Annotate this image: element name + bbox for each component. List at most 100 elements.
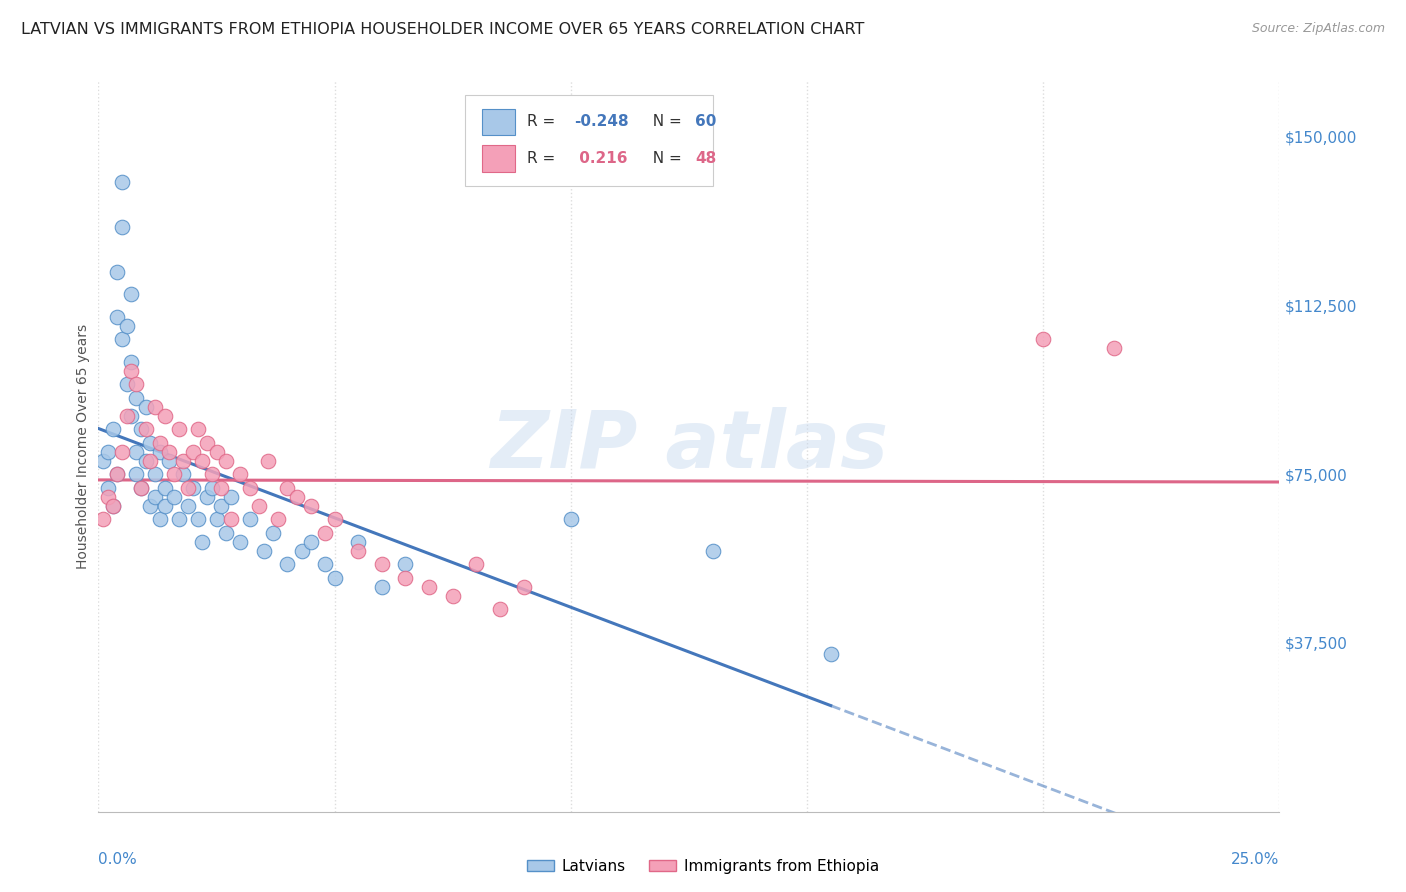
Point: [1032, 332, 1054, 346]
Point: [163, 467, 186, 482]
Text: N =: N =: [643, 114, 686, 129]
Point: [253, 543, 276, 558]
Text: 60: 60: [695, 114, 716, 129]
Point: [105, 310, 128, 324]
Point: [702, 543, 724, 558]
Point: [205, 512, 228, 526]
Point: [111, 175, 134, 189]
Point: [215, 525, 238, 540]
Point: [257, 453, 280, 467]
Point: [125, 377, 148, 392]
FancyBboxPatch shape: [482, 109, 516, 136]
Point: [187, 422, 209, 436]
Point: [276, 481, 298, 495]
Point: [135, 400, 157, 414]
Point: [153, 409, 176, 423]
Point: [105, 467, 128, 482]
Point: [111, 219, 134, 234]
Point: [97, 481, 120, 495]
Point: [465, 557, 488, 571]
Point: [139, 435, 162, 450]
Point: [201, 481, 224, 495]
FancyBboxPatch shape: [482, 145, 516, 171]
Point: [820, 647, 842, 661]
Point: [91, 453, 114, 467]
Point: [105, 467, 128, 482]
Y-axis label: Householder Income Over 65 years: Householder Income Over 65 years: [76, 324, 90, 568]
Point: [105, 264, 128, 278]
Point: [125, 391, 148, 405]
Point: [394, 571, 416, 585]
Point: [299, 499, 322, 513]
Point: [560, 512, 582, 526]
Point: [371, 557, 394, 571]
Point: [323, 571, 346, 585]
Point: [149, 435, 172, 450]
Point: [314, 525, 336, 540]
Text: N =: N =: [643, 151, 686, 166]
Point: [139, 453, 162, 467]
Point: [129, 422, 152, 436]
Point: [121, 409, 143, 423]
Point: [129, 481, 152, 495]
Point: [371, 580, 394, 594]
Point: [512, 580, 534, 594]
Point: [111, 332, 134, 346]
Text: 0.216: 0.216: [575, 151, 628, 166]
Point: [149, 512, 172, 526]
Point: [1102, 341, 1125, 355]
Point: [163, 490, 186, 504]
Point: [181, 481, 204, 495]
Point: [209, 481, 232, 495]
Point: [167, 512, 190, 526]
Point: [195, 490, 218, 504]
Point: [167, 422, 190, 436]
Point: [267, 512, 290, 526]
Point: [299, 534, 322, 549]
Point: [191, 453, 214, 467]
Point: [394, 557, 416, 571]
Point: [441, 589, 464, 603]
Point: [239, 512, 262, 526]
Point: [276, 557, 298, 571]
Point: [177, 499, 200, 513]
Point: [111, 444, 134, 458]
Text: 48: 48: [695, 151, 716, 166]
Point: [125, 467, 148, 482]
Point: [262, 525, 284, 540]
Text: ZIP atlas: ZIP atlas: [489, 407, 889, 485]
Point: [97, 490, 120, 504]
Point: [229, 467, 252, 482]
Point: [115, 377, 138, 392]
Point: [239, 481, 262, 495]
Point: [135, 453, 157, 467]
Point: [115, 318, 138, 333]
Point: [121, 287, 143, 301]
Point: [229, 534, 252, 549]
Point: [115, 409, 138, 423]
FancyBboxPatch shape: [464, 95, 713, 186]
Point: [290, 543, 312, 558]
Point: [347, 534, 370, 549]
Point: [195, 435, 218, 450]
Point: [201, 467, 224, 482]
Point: [177, 481, 200, 495]
Point: [121, 354, 143, 368]
Point: [172, 467, 194, 482]
Point: [91, 512, 114, 526]
Point: [205, 444, 228, 458]
Point: [347, 543, 370, 558]
Text: -0.248: -0.248: [575, 114, 628, 129]
Point: [129, 481, 152, 495]
Point: [135, 422, 157, 436]
Point: [219, 512, 242, 526]
Point: [172, 453, 194, 467]
Point: [143, 490, 166, 504]
Point: [125, 444, 148, 458]
Point: [139, 499, 162, 513]
Point: [215, 453, 238, 467]
Point: [101, 499, 124, 513]
Point: [97, 444, 120, 458]
Point: [121, 363, 143, 377]
Point: [314, 557, 336, 571]
